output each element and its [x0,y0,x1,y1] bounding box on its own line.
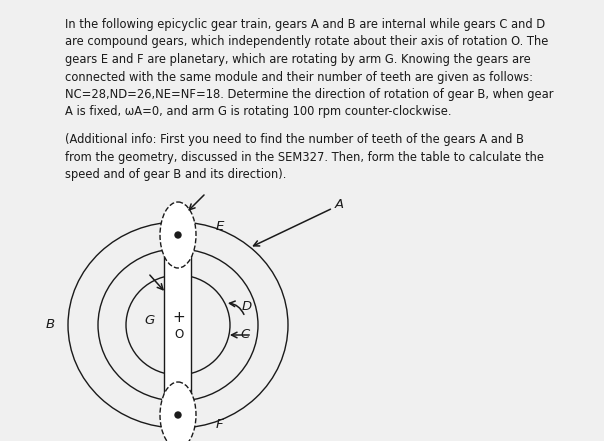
Text: (Additional info: First you need to find the number of teeth of the gears A and : (Additional info: First you need to find… [65,133,524,146]
Text: E: E [216,220,224,233]
Text: D: D [242,300,252,314]
Text: A: A [335,198,344,212]
Text: O: O [175,328,184,340]
Ellipse shape [175,412,181,418]
Text: from the geometry, discussed in the SEM327. Then, form the table to calculate th: from the geometry, discussed in the SEM3… [65,150,544,164]
Text: gears E and F are planetary, which are rotating by arm G. Knowing the gears are: gears E and F are planetary, which are r… [65,53,531,66]
Text: C: C [240,329,249,341]
Text: NC=28,ND=26,NE=NF=18. Determine the direction of rotation of gear B, when gear: NC=28,ND=26,NE=NF=18. Determine the dire… [65,88,553,101]
Text: F: F [216,419,223,431]
Text: In the following epicyclic gear train, gears A and B are internal while gears C : In the following epicyclic gear train, g… [65,18,545,31]
Text: G: G [145,314,155,328]
FancyBboxPatch shape [164,217,191,433]
Text: A is fixed, ωA=0, and arm G is rotating 100 rpm counter-clockwise.: A is fixed, ωA=0, and arm G is rotating … [65,105,452,119]
Ellipse shape [160,202,196,268]
Text: are compound gears, which independently rotate about their axis of rotation O. T: are compound gears, which independently … [65,35,548,49]
Text: speed and of gear B and its direction).: speed and of gear B and its direction). [65,168,286,181]
Text: B: B [45,318,54,332]
Text: +: + [173,310,185,325]
Ellipse shape [160,382,196,441]
Text: connected with the same module and their number of teeth are given as follows:: connected with the same module and their… [65,71,533,83]
Ellipse shape [175,232,181,238]
